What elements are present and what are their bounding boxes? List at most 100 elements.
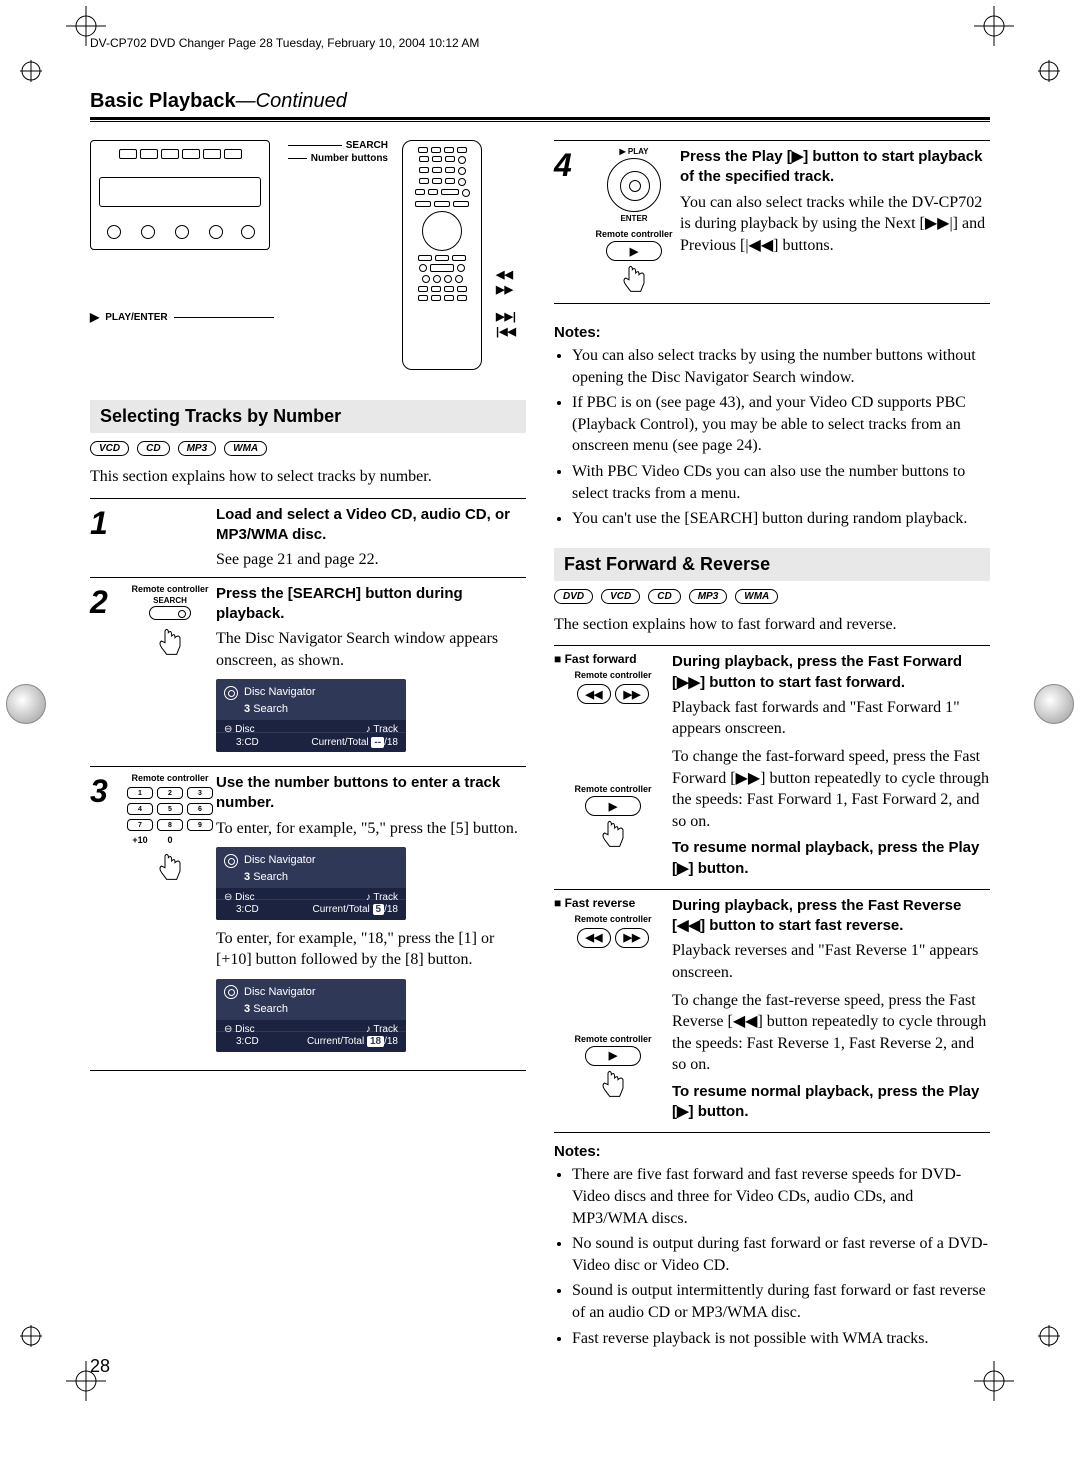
note-item: If PBC is on (see page 43), and your Vid…	[572, 392, 990, 457]
hand-icon	[596, 818, 630, 848]
title-rule	[90, 117, 990, 122]
note-item: No sound is output during fast forward o…	[572, 1233, 990, 1276]
section-title-text: Basic Playback	[90, 90, 236, 112]
hand-icon	[617, 263, 651, 293]
badge-mp3: MP3	[689, 589, 728, 604]
disc-icon	[224, 985, 238, 999]
disc-icon	[224, 686, 238, 700]
step-number: 3	[90, 773, 124, 1060]
badge-vcd: VCD	[601, 589, 640, 604]
hand-icon	[153, 851, 187, 881]
remote-controller-label: Remote controller	[554, 914, 672, 924]
step-instruction: Load and select a Video CD, audio CD, or…	[216, 505, 526, 546]
notes-list-1: You can also select tracks by using the …	[554, 345, 990, 530]
ff-body: To change the fast-forward speed, press …	[672, 746, 990, 832]
fastfwd-button-icon: ▶▶	[615, 928, 649, 948]
remote-controller-label: Remote controller	[588, 229, 680, 239]
step-instruction: Press the [SEARCH] button during playbac…	[216, 584, 526, 625]
subsection-selecting-tracks: Selecting Tracks by Number	[90, 400, 526, 433]
badge-mp3: MP3	[178, 441, 217, 456]
step-instruction: Press the Play [▶] button to start playb…	[680, 147, 990, 188]
note-item: You can also select tracks by using the …	[572, 345, 990, 388]
osd-display-2: Disc Navigator 3 Search ⊖ Disc ♪ Track 3…	[216, 847, 406, 920]
osd-display-3: Disc Navigator 3 Search ⊖ Disc ♪ Track 3…	[216, 979, 406, 1052]
fr-label: ■ Fast reverse	[554, 896, 672, 910]
fr-instruction: To resume normal playback, press the Pla…	[672, 1082, 990, 1123]
step-number: 2	[90, 584, 124, 760]
rew-icon: ◀◀	[496, 270, 526, 281]
note-item: Fast reverse playback is not possible wi…	[572, 1328, 990, 1350]
note-item: With PBC Video CDs you can also use the …	[572, 461, 990, 504]
ff-instruction: During playback, press the Fast Forward …	[672, 652, 990, 693]
remote-controller-label: Remote controller	[554, 784, 672, 794]
step-body: See page 21 and page 22.	[216, 551, 379, 568]
search-button-graphic: SEARCH	[147, 596, 193, 620]
number-pad: 123 456 789	[127, 787, 213, 831]
rewind-button-icon: ◀◀	[577, 684, 611, 704]
badge-vcd: VCD	[90, 441, 129, 456]
search-label: SEARCH	[346, 140, 388, 151]
fr-body: To change the fast-reverse speed, press …	[672, 990, 990, 1076]
fr-buttons: ◀◀ ▶▶	[554, 928, 672, 948]
dvd-player-outline	[90, 140, 270, 250]
fr-body: Playback reverses and "Fast Reverse 1" a…	[672, 940, 990, 983]
section-title: Basic Playback—Continued	[90, 90, 990, 113]
fr-instruction: During playback, press the Fast Reverse …	[672, 896, 990, 937]
notes-list-2: There are five fast forward and fast rev…	[554, 1164, 990, 1349]
prev-icon: |◀◀	[496, 327, 526, 338]
step-body: To enter, for example, "18," press the […	[216, 930, 494, 969]
document-header: DV-CP702 DVD Changer Page 28 Tuesday, Fe…	[90, 30, 990, 50]
page-number: 28	[90, 1356, 110, 1377]
step-number: 1	[90, 505, 124, 571]
notes-heading: Notes:	[554, 1143, 990, 1160]
rewind-button-icon: ◀◀	[577, 928, 611, 948]
section-continued: —Continued	[236, 90, 347, 112]
step-2: 2 Remote controller SEARCH Press the [SE…	[90, 577, 526, 760]
badge-wma: WMA	[735, 589, 778, 604]
osd-display-1: Disc Navigator 3 Search ⊖ Disc ♪ Track 3…	[216, 679, 406, 752]
remote-outline	[402, 140, 482, 370]
step-body: You can also select tracks while the DV-…	[680, 194, 985, 254]
fastfwd-button-icon: ▶▶	[615, 684, 649, 704]
badge-cd: CD	[648, 589, 680, 604]
hand-icon	[153, 626, 187, 656]
remote-controller-label: Remote controller	[554, 670, 672, 680]
ff-label: ■ Fast forward	[554, 652, 672, 666]
badge-dvd: DVD	[554, 589, 593, 604]
subsection-fast-forward: Fast Forward & Reverse	[554, 548, 990, 581]
remote-controller-label: Remote controller	[124, 773, 216, 783]
number-buttons-label: Number buttons	[311, 153, 388, 164]
remote-controller-label: Remote controller	[124, 584, 216, 594]
left-column: ▶ PLAY/ENTER SEARCH Number buttons	[90, 140, 526, 1367]
fast-forward-block: ■ Fast forward Remote controller ◀◀ ▶▶ R…	[554, 645, 990, 889]
step-4: 4 ▶ PLAY ENTER Remote controller ▶ Press…	[554, 140, 990, 304]
step-1: 1 Load and select a Video CD, audio CD, …	[90, 498, 526, 571]
intro-text-2: The section explains how to fast forward…	[554, 614, 990, 636]
ff-body: Playback fast forwards and "Fast Forward…	[672, 697, 990, 740]
enter-ring-icon	[607, 158, 661, 212]
fast-reverse-block: ■ Fast reverse Remote controller ◀◀ ▶▶ R…	[554, 889, 990, 1134]
remote-controller-label: Remote controller	[554, 1034, 672, 1044]
right-column: 4 ▶ PLAY ENTER Remote controller ▶ Press…	[554, 140, 990, 1367]
device-diagram: ▶ PLAY/ENTER SEARCH Number buttons	[90, 140, 526, 370]
next-icon: ▶▶|	[496, 312, 526, 323]
play-button-graphic: ▶	[585, 1046, 641, 1066]
step-number: 4	[554, 147, 588, 293]
step-instruction: Use the number buttons to enter a track …	[216, 773, 526, 814]
step-3: 3 Remote controller 123 456 789 +100 Use…	[90, 766, 526, 1071]
badge-wma: WMA	[224, 441, 267, 456]
notes-heading: Notes:	[554, 324, 990, 341]
note-item: Sound is output intermittently during fa…	[572, 1280, 990, 1323]
hand-icon	[596, 1068, 630, 1098]
ff-icon: ▶▶	[496, 285, 526, 296]
play-enter-label: PLAY/ENTER	[105, 312, 167, 323]
intro-text-1: This section explains how to select trac…	[90, 466, 526, 488]
play-button-graphic: ▶	[585, 796, 641, 816]
note-item: You can't use the [SEARCH] button during…	[572, 508, 990, 530]
step-body: The Disc Navigator Search window appears…	[216, 630, 498, 669]
disc-icon	[224, 854, 238, 868]
play-button-graphic: ▶	[606, 241, 662, 261]
format-badges-1: VCD CD MP3 WMA	[90, 441, 526, 456]
ff-instruction: To resume normal playback, press the Pla…	[672, 838, 990, 879]
format-badges-2: DVD VCD CD MP3 WMA	[554, 589, 990, 604]
